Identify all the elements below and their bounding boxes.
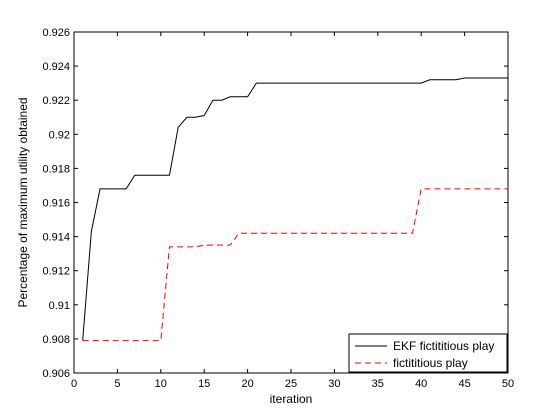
y-tick-label: 0.906 bbox=[42, 368, 70, 380]
x-axis-label: iteration bbox=[270, 392, 313, 406]
y-tick-label: 0.91 bbox=[49, 300, 70, 312]
y-tick-label: 0.912 bbox=[42, 266, 70, 278]
x-tick-label: 35 bbox=[372, 378, 384, 390]
x-tick-label: 15 bbox=[198, 378, 210, 390]
y-tick-label: 0.924 bbox=[42, 61, 70, 73]
x-tick-label: 5 bbox=[114, 378, 120, 390]
x-tick-label: 20 bbox=[241, 378, 253, 390]
x-tick-label: 30 bbox=[328, 378, 340, 390]
y-axis-label: Percentage of maximum utility obtained bbox=[16, 97, 30, 307]
x-tick-label: 50 bbox=[502, 378, 514, 390]
y-tick-label: 0.918 bbox=[42, 163, 70, 175]
legend-entry-ekf-fictitious-play: EKF fictititious play bbox=[393, 339, 494, 353]
y-axis-ticks: 0.906 0.908 0.91 0.912 0.914 0.916 0.918 0.92 0.… bbox=[42, 27, 508, 380]
legend: EKF fictititious play fictititious play bbox=[348, 333, 508, 373]
series-line-ekf-fictitious-play bbox=[82, 77, 508, 341]
series-layer bbox=[82, 77, 508, 342]
x-tick-label: 45 bbox=[458, 378, 470, 390]
y-tick-label: 0.92 bbox=[49, 129, 70, 141]
plot-area bbox=[73, 31, 509, 374]
x-tick-label: 40 bbox=[415, 378, 427, 390]
x-tick-label: 0 bbox=[71, 378, 77, 390]
x-tick-label: 10 bbox=[155, 378, 167, 390]
y-tick-label: 0.908 bbox=[42, 334, 70, 346]
legend-box bbox=[348, 333, 508, 373]
series-line-fictitious-play bbox=[82, 188, 508, 342]
x-tick-label: 25 bbox=[285, 378, 297, 390]
y-tick-label: 0.916 bbox=[42, 198, 70, 210]
legend-entry-fictitious-play: fictititious play bbox=[393, 356, 468, 370]
x-axis-ticks: 0 5 10 15 20 25 30 35 40 45 50 bbox=[71, 32, 514, 390]
y-tick-label: 0.926 bbox=[42, 27, 70, 39]
y-tick-label: 0.914 bbox=[42, 232, 70, 244]
plot-frame bbox=[73, 31, 509, 374]
y-tick-label: 0.922 bbox=[42, 95, 70, 107]
